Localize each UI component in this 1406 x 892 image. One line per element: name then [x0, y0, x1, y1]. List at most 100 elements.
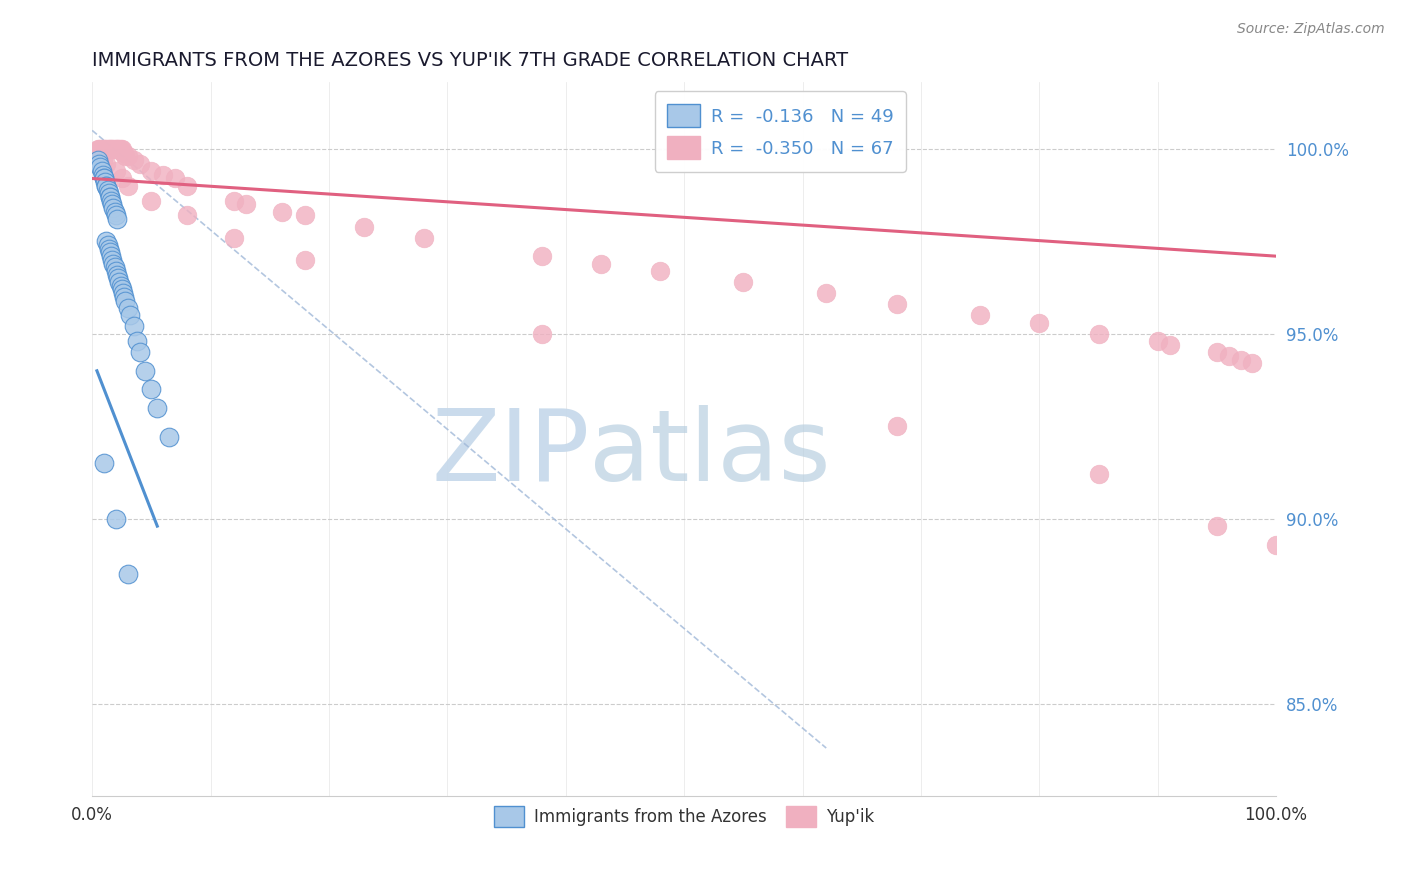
Point	[101, 142, 124, 156]
Point	[141, 194, 163, 208]
Point	[105, 142, 128, 156]
Point	[90, 142, 112, 156]
Point	[1229, 352, 1251, 367]
Point	[104, 204, 127, 219]
Point	[110, 278, 132, 293]
Point	[87, 153, 110, 167]
Point	[91, 168, 114, 182]
Point	[90, 164, 112, 178]
Point	[270, 204, 292, 219]
Point	[117, 567, 139, 582]
Point	[650, 264, 672, 278]
Point	[120, 309, 142, 323]
Text: atlas: atlas	[589, 405, 831, 502]
Point	[117, 149, 139, 163]
Point	[96, 235, 118, 249]
Point	[146, 401, 169, 415]
Point	[127, 334, 149, 349]
Point	[97, 242, 120, 256]
Point	[1218, 349, 1240, 363]
Point	[94, 142, 117, 156]
Point	[98, 245, 121, 260]
Point	[97, 186, 120, 201]
Point	[591, 256, 613, 270]
Point	[96, 157, 118, 171]
Point	[111, 145, 134, 160]
Point	[294, 252, 316, 267]
Point	[165, 171, 187, 186]
Point	[103, 256, 125, 270]
Point	[100, 194, 122, 208]
Point	[1028, 316, 1050, 330]
Point	[122, 153, 145, 167]
Point	[100, 249, 122, 263]
Point	[104, 264, 127, 278]
Point	[93, 171, 115, 186]
Point	[733, 275, 755, 289]
Point	[122, 319, 145, 334]
Point	[91, 153, 114, 167]
Point	[294, 209, 316, 223]
Point	[94, 175, 117, 189]
Point	[104, 142, 127, 156]
Text: IMMIGRANTS FROM THE AZORES VS YUP'IK 7TH GRADE CORRELATION CHART: IMMIGRANTS FROM THE AZORES VS YUP'IK 7TH…	[93, 51, 848, 70]
Point	[103, 201, 125, 215]
Point	[141, 382, 163, 396]
Point	[117, 301, 139, 315]
Point	[104, 512, 127, 526]
Point	[93, 142, 115, 156]
Point	[111, 142, 134, 156]
Point	[89, 142, 111, 156]
Point	[104, 164, 127, 178]
Point	[110, 142, 132, 156]
Point	[1241, 356, 1264, 370]
Point	[969, 309, 991, 323]
Point	[101, 252, 124, 267]
Text: Source: ZipAtlas.com: Source: ZipAtlas.com	[1237, 22, 1385, 37]
Point	[531, 326, 554, 341]
Point	[134, 364, 156, 378]
Point	[235, 197, 257, 211]
Point	[89, 142, 111, 156]
Point	[107, 142, 129, 156]
Point	[97, 183, 120, 197]
Point	[1265, 538, 1288, 552]
Point	[117, 178, 139, 193]
Point	[104, 209, 127, 223]
Point	[105, 212, 128, 227]
Point	[224, 194, 246, 208]
Point	[87, 142, 110, 156]
Point	[105, 268, 128, 282]
Point	[98, 190, 121, 204]
Point	[104, 260, 127, 275]
Point	[157, 430, 180, 444]
Point	[176, 178, 198, 193]
Point	[108, 275, 131, 289]
Point	[111, 282, 134, 296]
Point	[128, 345, 150, 359]
Point	[104, 142, 127, 156]
Point	[128, 157, 150, 171]
Point	[1159, 338, 1181, 352]
Point	[93, 456, 115, 470]
Point	[412, 230, 434, 244]
Point	[89, 149, 111, 163]
Point	[100, 142, 122, 156]
Point	[101, 197, 124, 211]
Point	[114, 293, 136, 308]
Point	[224, 230, 246, 244]
Text: ZIP: ZIP	[432, 405, 589, 502]
Point	[96, 178, 118, 193]
Point	[1087, 467, 1109, 482]
Point	[103, 142, 125, 156]
Point	[112, 145, 135, 160]
Point	[96, 178, 118, 193]
Point	[152, 168, 174, 182]
Point	[93, 171, 115, 186]
Point	[97, 142, 120, 156]
Point	[97, 238, 120, 252]
Point	[89, 161, 111, 175]
Point	[114, 149, 136, 163]
Point	[111, 171, 134, 186]
Point	[141, 164, 163, 178]
